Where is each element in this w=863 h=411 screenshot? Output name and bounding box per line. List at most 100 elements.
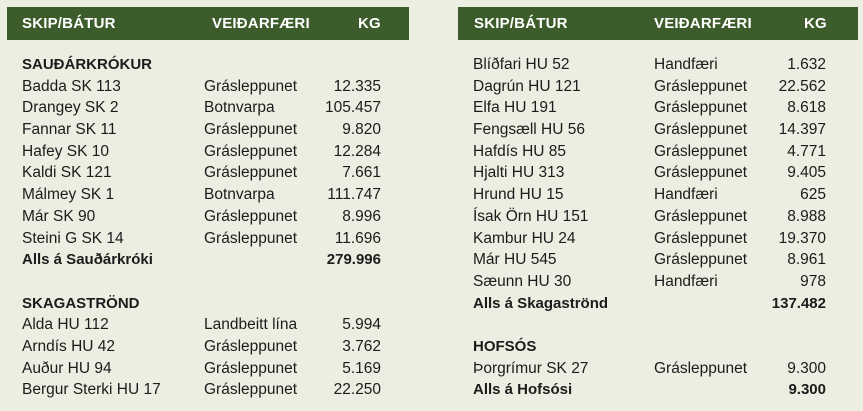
table-row: Hjalti HU 313 Grásleppunet 9.405 — [458, 162, 858, 184]
boat-name: Már SK 90 — [22, 207, 96, 225]
fishing-gear: Handfæri — [654, 56, 718, 73]
table-row: Már HU 545 Grásleppunet 8.961 — [458, 249, 858, 271]
table-row: Fannar SK 11 Grásleppunet 9.820 — [7, 119, 409, 141]
boat-name: Alda HU 112 — [22, 316, 109, 334]
table-row: Sæunn HU 30 Handfæri 978 — [458, 271, 858, 293]
header-kg: KG — [804, 15, 827, 32]
fishing-gear: Landbeitt lína — [204, 316, 298, 334]
section-title: HOFSÓS — [473, 337, 537, 355]
table-row: Drangey SK 2 Botnvarpa 105.457 — [7, 97, 409, 119]
table-row: Auður HU 94 Grásleppunet 5.169 — [7, 358, 409, 380]
header-gear: VEIÐARFÆRI — [212, 15, 310, 32]
catch-kg: 3.762 — [342, 337, 381, 355]
fishing-gear: Grásleppunet — [204, 77, 298, 95]
fishing-gear: Grásleppunet — [204, 142, 298, 160]
table-row: Ísak Örn HU 151 Grásleppunet 8.988 — [458, 206, 858, 228]
fishing-gear: Grásleppunet — [204, 337, 298, 355]
table-row: Hafey SK 10 Grásleppunet 12.284 — [7, 141, 409, 163]
boat-name: Hafey SK 10 — [22, 142, 110, 160]
fishing-gear: Grásleppunet — [204, 229, 298, 247]
boat-name: Sæunn HU 30 — [473, 272, 572, 290]
catch-kg: 12.284 — [333, 142, 381, 160]
fishing-gear: Grásleppunet — [204, 381, 298, 399]
total-row: Alls á Skagaströnd 137.482 — [458, 293, 858, 315]
table-row: Hafdís HU 85 Grásleppunet 4.771 — [458, 141, 858, 163]
fishing-gear: Grásleppunet — [654, 251, 748, 269]
section-spacer — [458, 314, 858, 336]
catch-kg: 22.250 — [333, 381, 381, 399]
catch-kg: 7.661 — [342, 164, 381, 182]
catch-kg: 111.747 — [327, 186, 381, 204]
section-title: SKAGASTRÖND — [22, 294, 140, 312]
fishing-gear: Grásleppunet — [654, 359, 748, 377]
table-row: Fengsæll HU 56 Grásleppunet 14.397 — [458, 119, 858, 141]
fishing-gear: Grásleppunet — [654, 207, 748, 225]
table-header: SKIP/BÁTUR VEIÐARFÆRI KG — [7, 7, 409, 40]
catch-kg: 8.988 — [787, 207, 826, 225]
boat-name: Kaldi SK 121 — [22, 164, 112, 182]
catch-kg: 5.994 — [342, 316, 381, 334]
catch-kg: 105.457 — [324, 99, 381, 117]
boat-name: Blíðfari HU 52 — [473, 56, 570, 73]
boat-name: Steini G SK 14 — [22, 229, 124, 247]
fishing-gear: Botnvarpa — [204, 186, 275, 204]
total-label: Alls á Hofsósi — [473, 381, 573, 399]
table-row: Már SK 90 Grásleppunet 8.996 — [7, 206, 409, 228]
table-row: Kambur HU 24 Grásleppunet 19.370 — [458, 228, 858, 250]
boat-name: Hrund HU 15 — [473, 186, 564, 204]
total-row: Alls á Sauðárkróki 279.996 — [7, 249, 409, 271]
fishing-gear: Grásleppunet — [654, 99, 748, 117]
right-table: SKIP/BÁTUR VEIÐARFÆRI KG Blíðfari HU 52 H… — [458, 7, 858, 401]
catch-kg: 8.996 — [342, 207, 381, 225]
table-row: Bergur Sterki HU 17 Grásleppunet 22.250 — [7, 379, 409, 401]
boat-name: Badda SK 113 — [22, 77, 121, 95]
boat-name: Drangey SK 2 — [22, 99, 119, 117]
catch-kg: 8.961 — [787, 251, 826, 269]
boat-name: Fengsæll HU 56 — [473, 121, 585, 139]
fishing-gear: Grásleppunet — [654, 229, 748, 247]
catch-kg: 8.618 — [787, 99, 826, 117]
fishing-gear: Grásleppunet — [204, 359, 298, 377]
catch-kg: 19.370 — [778, 229, 826, 247]
fishing-gear: Handfæri — [654, 272, 718, 290]
table-row: Elfa HU 191 Grásleppunet 8.618 — [458, 97, 858, 119]
fishing-gear: Grásleppunet — [204, 207, 298, 225]
total-kg: 137.482 — [771, 294, 826, 312]
table-row: Hrund HU 15 Handfæri 625 — [458, 184, 858, 206]
header-gear: VEIÐARFÆRI — [654, 15, 752, 32]
boat-name: Ísak Örn HU 151 — [473, 207, 589, 225]
total-kg: 9.300 — [788, 381, 826, 399]
catch-kg: 1.632 — [787, 56, 826, 73]
total-label: Alls á Sauðárkróki — [22, 251, 153, 269]
fishing-gear: Grásleppunet — [654, 121, 748, 139]
boat-name: Bergur Sterki HU 17 — [22, 381, 161, 399]
catch-kg: 12.335 — [333, 77, 381, 95]
catch-kg: 14.397 — [778, 121, 826, 139]
fishing-gear: Grásleppunet — [654, 164, 748, 182]
table-row: Þorgrímur SK 27 Grásleppunet 9.300 — [458, 358, 858, 380]
boat-name: Fannar SK 11 — [22, 121, 117, 139]
fishing-gear: Handfæri — [654, 186, 718, 204]
header-kg: KG — [358, 15, 381, 32]
boat-name: Hjalti HU 313 — [473, 164, 565, 182]
total-label: Alls á Skagaströnd — [473, 294, 609, 312]
boat-name: Kambur HU 24 — [473, 229, 576, 247]
total-kg: 279.996 — [326, 251, 381, 269]
fishing-gear: Grásleppunet — [654, 142, 748, 160]
catch-kg: 978 — [800, 272, 826, 290]
catch-kg: 9.300 — [787, 359, 826, 377]
boat-name: Már HU 545 — [473, 251, 557, 269]
catch-kg: 5.169 — [342, 359, 381, 377]
table-row: Kaldi SK 121 Grásleppunet 7.661 — [7, 162, 409, 184]
fishing-gear: Grásleppunet — [654, 77, 748, 95]
boat-name: Arndís HU 42 — [22, 337, 116, 355]
fishing-gear: Grásleppunet — [204, 164, 298, 182]
boat-name: Elfa HU 191 — [473, 99, 557, 117]
table-row: Steini G SK 14 Grásleppunet 11.696 — [7, 228, 409, 250]
catch-kg: 9.820 — [342, 121, 381, 139]
table-header: SKIP/BÁTUR VEIÐARFÆRI KG — [458, 7, 858, 40]
header-boat: SKIP/BÁTUR — [22, 15, 116, 32]
table-row: Blíðfari HU 52 Handfæri 1.632 — [458, 54, 858, 76]
boat-name: Málmey SK 1 — [22, 186, 115, 204]
catch-kg: 11.696 — [334, 229, 381, 247]
